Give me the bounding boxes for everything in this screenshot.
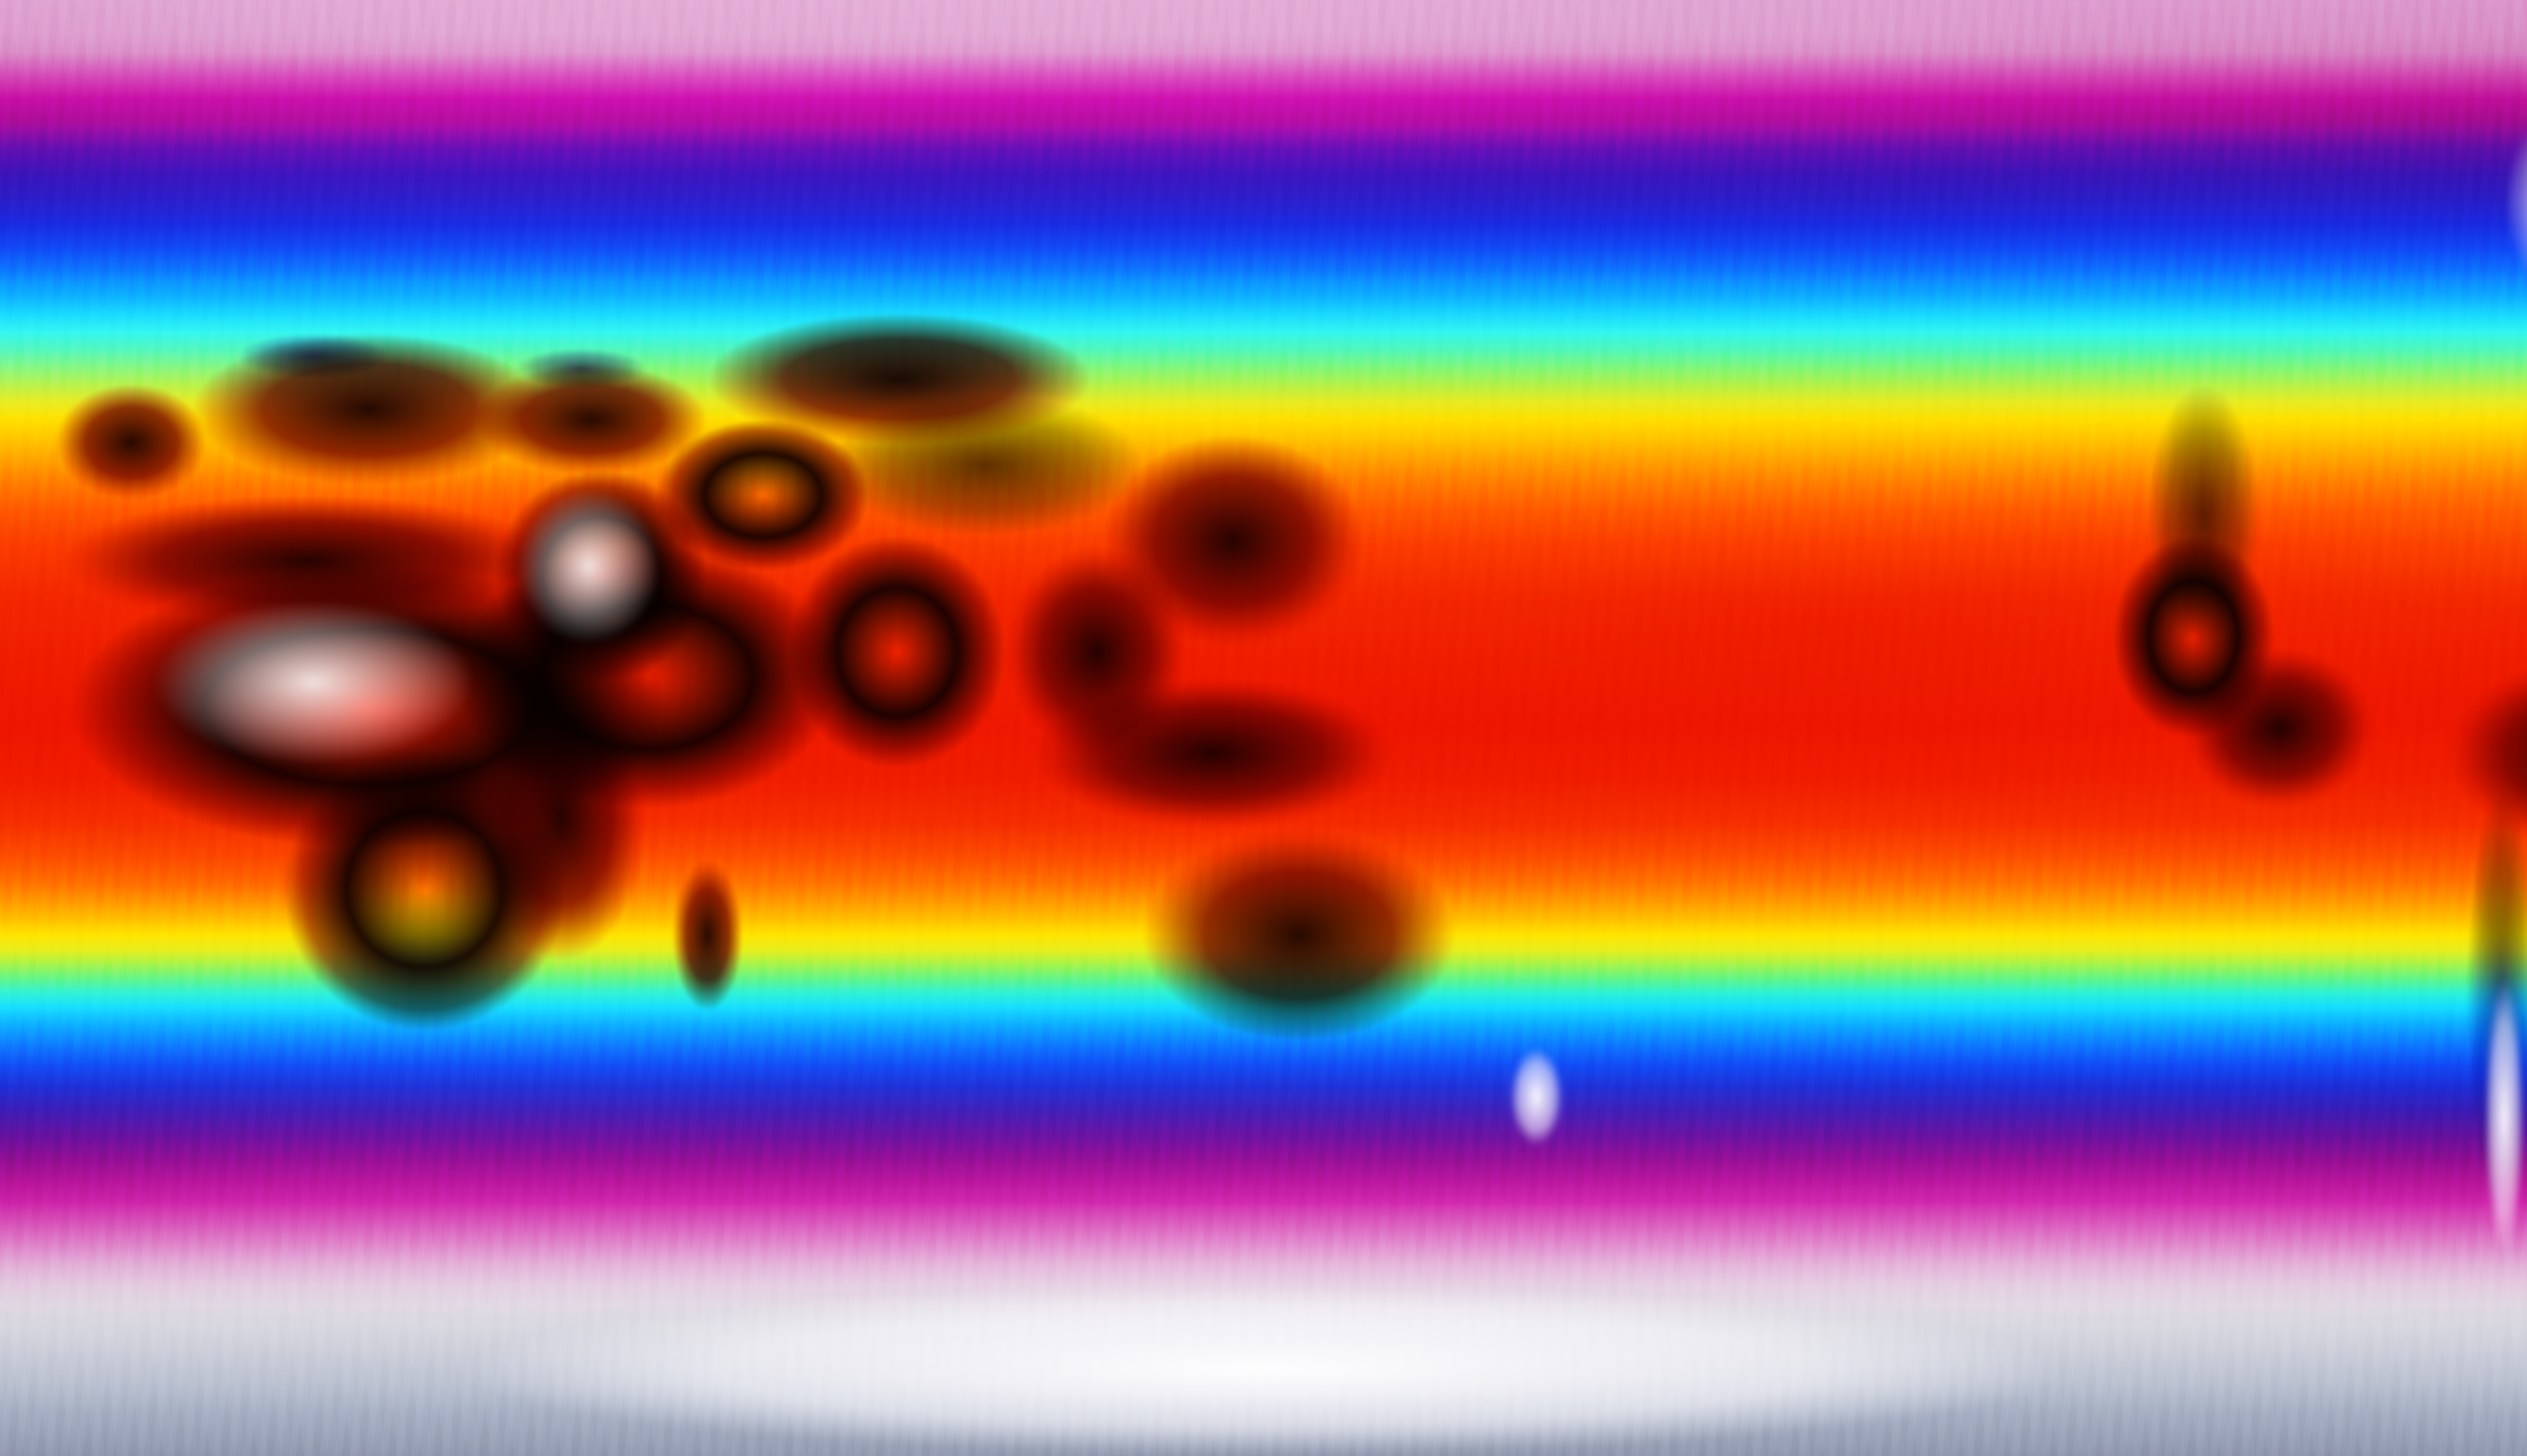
land-china-east <box>1102 435 1365 647</box>
land-east-africa <box>475 677 647 960</box>
land-mexico <box>2183 647 2375 809</box>
land-rocky-mountains <box>2148 384 2259 647</box>
land-caucasus <box>516 349 647 389</box>
land-india <box>788 536 1006 768</box>
land-madagascar <box>672 859 743 1011</box>
ice-antarctica-plateau <box>354 1274 2173 1456</box>
hotspot-sahara-core <box>126 586 500 778</box>
land-alps <box>238 334 389 379</box>
land-indonesia <box>1031 677 1395 829</box>
land-tibetan-plateau <box>829 394 1142 536</box>
ice-andes-ridge <box>2482 960 2527 1274</box>
land-australia-interior <box>1142 829 1456 1041</box>
land-iberia <box>56 384 207 500</box>
ice-greenland <box>2492 76 2527 328</box>
hotspot-arabian-peninsula-core <box>505 475 672 657</box>
ice-new-zealand <box>1506 1041 1567 1152</box>
